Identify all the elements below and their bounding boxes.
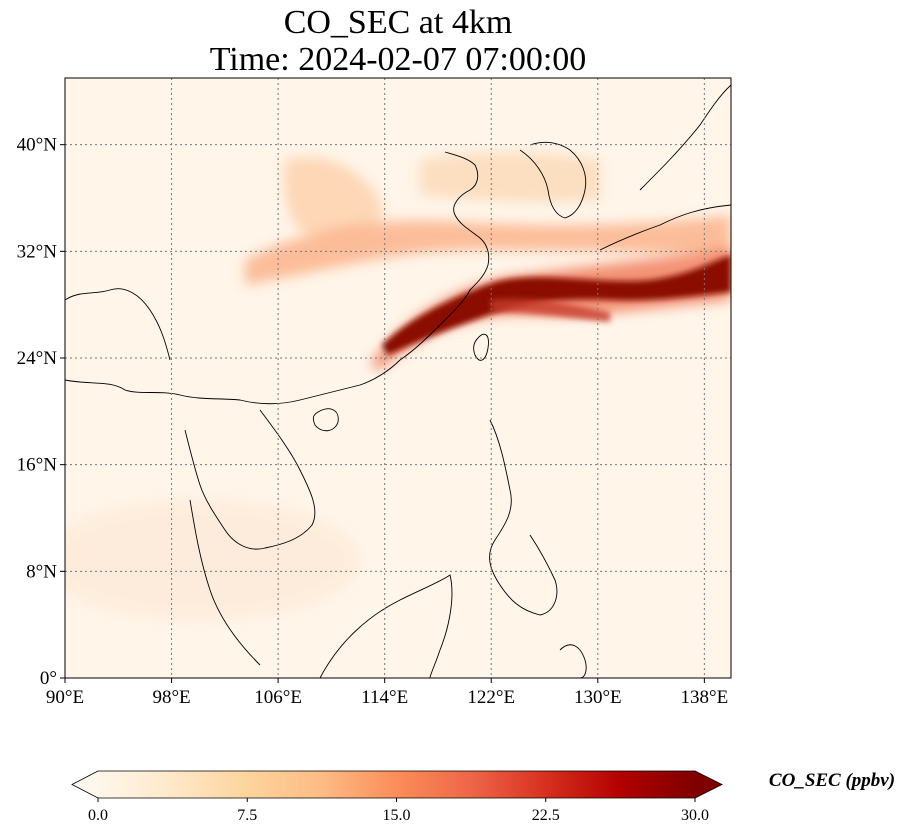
colorbar-tick-label: 30.0 — [681, 807, 709, 824]
colorbar-extend-max — [695, 771, 722, 798]
y-tick-label: 16°N — [17, 455, 58, 476]
coast-taiwan — [473, 333, 489, 361]
x-axis-ticks: 90°E 98°E 106°E 114°E 122°E 130°E 138°E — [46, 678, 728, 708]
coastlines — [65, 84, 731, 678]
coast-japan — [599, 204, 731, 251]
colorbar-tick-label: 7.5 — [237, 807, 257, 824]
colorbar-tick-label: 22.5 — [532, 807, 560, 824]
x-tick-label: 130°E — [574, 687, 622, 708]
colorbar-tick-label: 15.0 — [383, 807, 411, 824]
x-tick-label: 90°E — [46, 687, 84, 708]
colorbar-extend-min — [72, 771, 98, 798]
map-frame — [64, 77, 732, 679]
plume-main-core — [382, 255, 731, 355]
x-tick-label: 122°E — [467, 687, 515, 708]
coast-philippines — [489, 419, 558, 616]
x-tick-label: 98°E — [152, 687, 190, 708]
colorbar-gradient — [98, 771, 695, 798]
coast-hainan — [312, 408, 339, 432]
coast-malay — [189, 499, 261, 666]
title-line-2: Time: 2024-02-07 07:00:00 — [209, 41, 587, 78]
y-axis-ticks: 0° 8°N 16°N 24°N 32°N 40°N — [17, 135, 65, 689]
plume-northwest — [284, 156, 382, 241]
colorbar: 0.0 7.5 15.0 22.5 30.0 — [71, 770, 723, 824]
x-tick-label: 114°E — [361, 687, 408, 708]
plume-streak — [490, 298, 610, 322]
coast-sulawesi — [559, 644, 587, 678]
title-line-1: CO_SEC at 4km — [283, 4, 513, 41]
figure-title: CO_SEC at 4km Time: 2024-02-07 07:00:00 — [65, 4, 731, 78]
plume-south-haze — [65, 500, 360, 620]
gridlines — [65, 78, 731, 678]
colorbar-title: CO_SEC (ppbv) — [768, 770, 896, 791]
colorbar-tick-label: 0.0 — [88, 807, 108, 824]
coast-indochina — [184, 409, 316, 550]
coast-myanmar — [65, 288, 171, 361]
x-tick-label: 106°E — [254, 687, 302, 708]
y-tick-label: 32°N — [17, 241, 58, 262]
colorbar-ticks: 0.0 7.5 15.0 22.5 30.0 — [88, 798, 709, 824]
y-tick-label: 40°N — [17, 135, 58, 156]
plume-korea — [420, 152, 600, 203]
y-tick-label: 24°N — [17, 348, 58, 369]
y-tick-label: 0° — [40, 668, 57, 689]
coast-china — [65, 151, 490, 405]
y-tick-label: 8°N — [26, 561, 57, 582]
coast-borneo — [319, 574, 453, 678]
x-tick-label: 138°E — [681, 687, 729, 708]
coast-korea — [519, 141, 587, 219]
coast-japan-north — [639, 84, 731, 191]
